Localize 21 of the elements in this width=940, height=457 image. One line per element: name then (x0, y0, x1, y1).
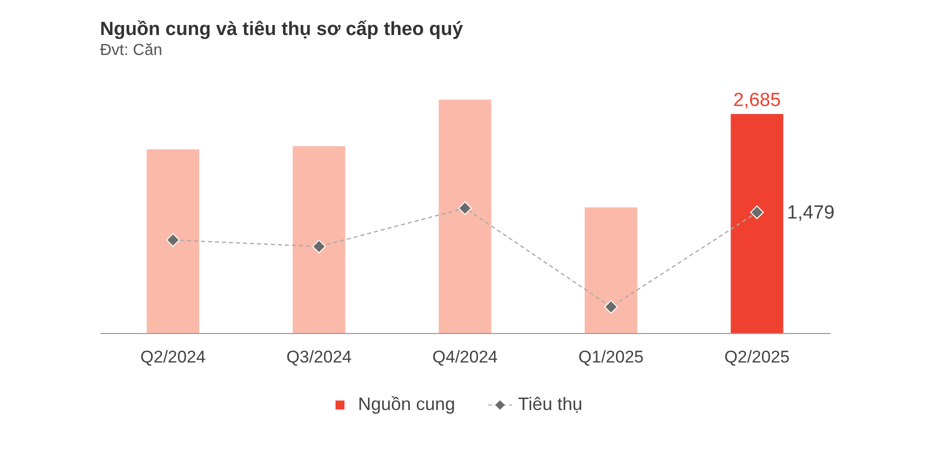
bar (146, 149, 200, 333)
x-tick-label: Q4/2024 (432, 348, 498, 366)
bar (584, 207, 638, 333)
point (312, 240, 326, 254)
point (750, 206, 764, 220)
x-tick-label: Q2/2025 (724, 348, 790, 366)
legend-label: Nguồn cung (358, 394, 456, 414)
x-tick-label: Q1/2025 (578, 348, 644, 366)
x-tick-label: Q3/2024 (286, 348, 352, 366)
chart-subtitle: Đvt: Căn (100, 42, 162, 59)
bar (438, 100, 492, 333)
point (458, 201, 472, 215)
data-label: 1,479 (787, 202, 835, 224)
chart-title: Nguồn cung và tiêu thụ sơ cấp theo quý (100, 19, 464, 40)
bar (292, 146, 346, 333)
bar (730, 114, 784, 333)
point (604, 300, 618, 314)
point (166, 233, 180, 247)
legend-label: Tiêu thụ (518, 394, 582, 414)
data-label: 2,685 (733, 90, 781, 111)
x-tick-label: Q2/2024 (140, 348, 206, 366)
